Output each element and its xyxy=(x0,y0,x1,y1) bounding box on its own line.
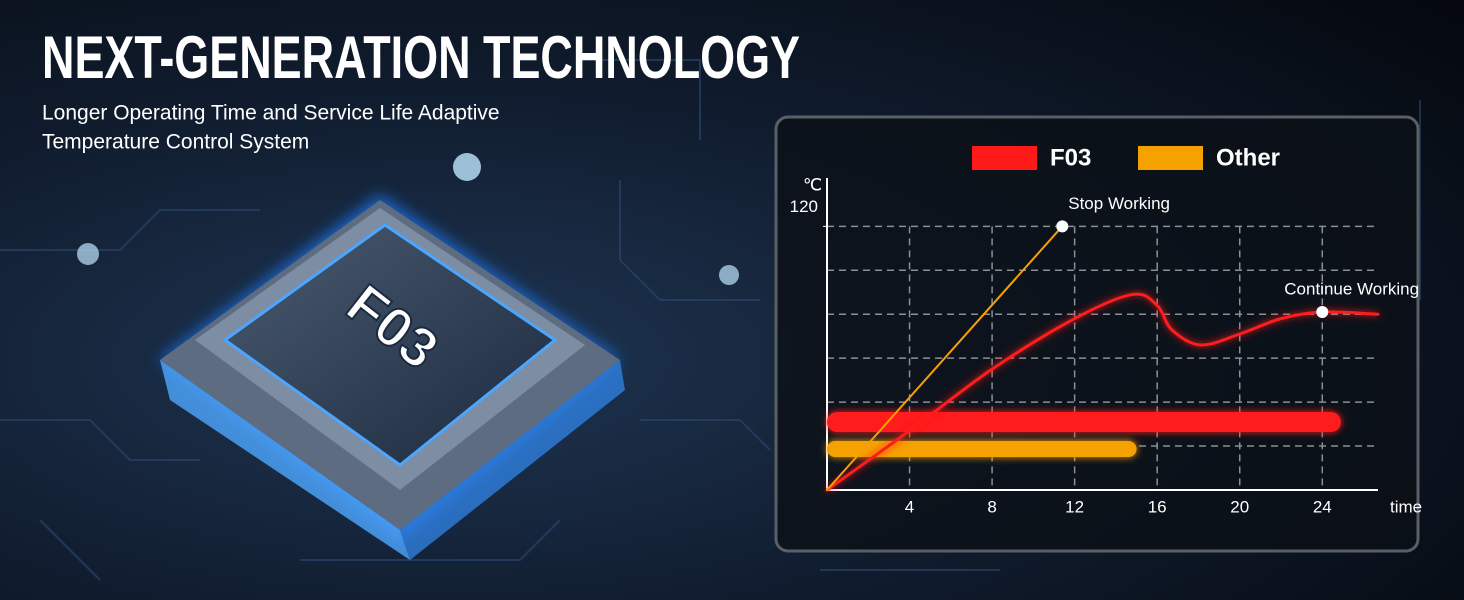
duration-bar xyxy=(827,412,1341,432)
chart: 4 8 12 16 20 24 120 time ℃ Stop Working Continue W… xyxy=(790,144,1423,516)
x-tick-label: 20 xyxy=(1230,497,1249,516)
legend-swatch xyxy=(972,146,1037,170)
circuit-pattern xyxy=(0,59,1421,581)
x-tick-label: 12 xyxy=(1065,497,1084,516)
chip: F03 xyxy=(160,195,625,560)
y-tick-label: 120 xyxy=(790,197,818,216)
x-tick-label: 24 xyxy=(1313,497,1332,516)
y-axis-label: ℃ xyxy=(803,175,822,194)
legend-label: Other xyxy=(1216,144,1280,171)
chart-frame xyxy=(774,115,1420,553)
series-line xyxy=(826,225,1064,491)
legend-label: F03 xyxy=(1050,144,1091,171)
annotation-point xyxy=(1056,220,1069,233)
x-tick-label: 4 xyxy=(905,497,914,516)
light-dots xyxy=(77,153,739,285)
series-line xyxy=(825,292,1380,492)
title: NEXT-GENERATION TECHNOLOGY xyxy=(42,24,800,91)
annotation-label: Continue Working xyxy=(1284,280,1419,299)
x-tick-label: 8 xyxy=(987,497,996,516)
annotation-point xyxy=(1316,306,1329,319)
duration-bar xyxy=(827,441,1137,457)
subtitle: Longer Operating Time and Service Life A… xyxy=(42,102,500,125)
annotation-label: Stop Working xyxy=(1068,194,1170,213)
x-tick-label: 16 xyxy=(1148,497,1167,516)
legend-swatch xyxy=(1138,146,1203,170)
x-axis-label: time xyxy=(1390,497,1422,516)
subtitle: Temperature Control System xyxy=(42,131,309,154)
